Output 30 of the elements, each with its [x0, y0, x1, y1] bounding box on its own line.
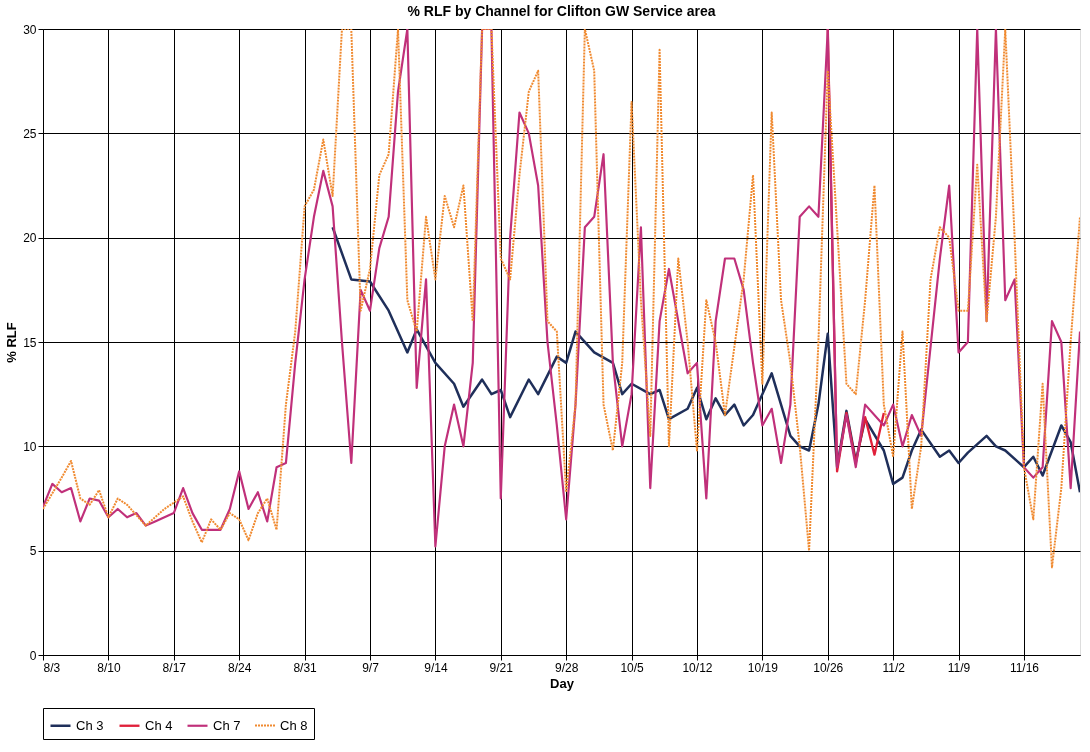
y-tick-label: 30	[23, 22, 37, 37]
x-tick-label: 9/7	[362, 660, 380, 675]
x-tick-label: 11/2	[882, 660, 906, 675]
chart-title: % RLF by Channel for Clifton GW Service area	[407, 3, 716, 19]
x-tick-label: 9/21	[489, 660, 514, 675]
x-axis-title: Day	[550, 675, 575, 691]
x-tick-label: 8/24	[228, 660, 252, 675]
y-axis-title: % RLF	[4, 322, 20, 363]
y-tick-label: 0	[29, 648, 37, 663]
legend-label: Ch 7	[213, 717, 241, 733]
y-tick-label: 10	[23, 439, 37, 454]
x-tick-label: 8/10	[97, 660, 121, 675]
legend-label: Ch 4	[145, 717, 173, 733]
legend-label: Ch 8	[280, 717, 308, 733]
y-tick-label: 15	[23, 335, 37, 350]
x-tick-label: 11/16	[1009, 660, 1040, 675]
x-tick-label: 8/31	[293, 660, 318, 675]
x-tick-label: 9/14	[424, 660, 448, 675]
y-tick-label: 25	[23, 126, 37, 141]
y-tick-label: 5	[29, 544, 37, 559]
y-tick-label: 20	[23, 231, 37, 246]
legend-label: Ch 3	[76, 717, 104, 733]
x-tick-label: 10/26	[813, 660, 844, 675]
x-tick-label: 8/17	[162, 660, 187, 675]
x-tick-label: 9/28	[554, 660, 579, 675]
x-tick-label: 10/5	[620, 660, 645, 675]
x-tick-label: 10/19	[747, 660, 779, 675]
x-tick-label: 11/9	[947, 660, 971, 675]
x-tick-label: 8/3	[43, 660, 61, 675]
x-tick-label: 10/12	[682, 660, 713, 675]
